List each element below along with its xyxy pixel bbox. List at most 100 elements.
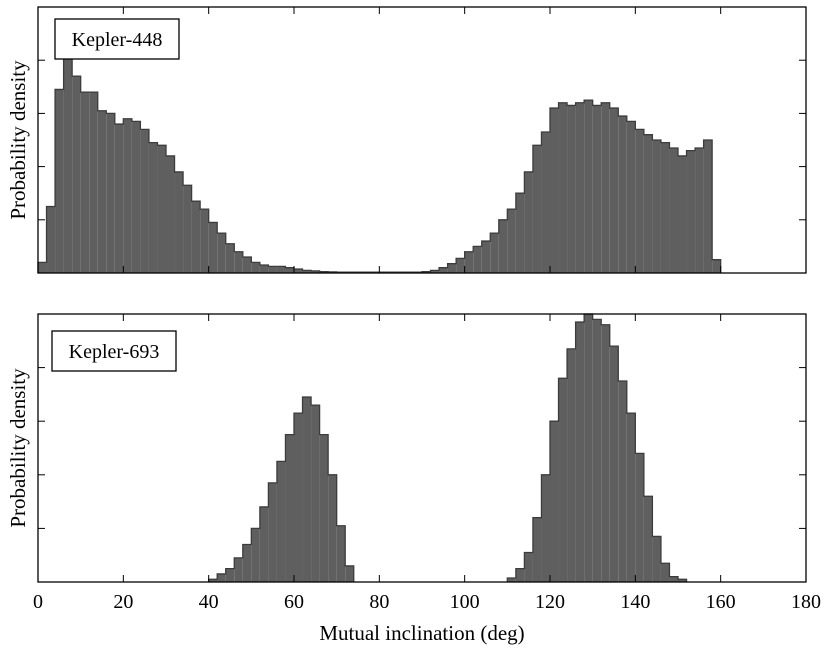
histogram-bar bbox=[242, 257, 252, 273]
histogram-bar bbox=[584, 100, 593, 273]
x-tick-label: 80 bbox=[369, 591, 389, 613]
histogram-bar bbox=[592, 105, 602, 273]
histogram-bar bbox=[251, 262, 260, 273]
histogram-bar bbox=[532, 517, 542, 582]
histogram-bar bbox=[541, 132, 550, 273]
x-tick-label: 60 bbox=[284, 591, 304, 613]
histogram-bar bbox=[208, 579, 218, 582]
histogram-bar bbox=[311, 270, 320, 273]
histogram-bars bbox=[38, 54, 721, 274]
x-tick-label: 20 bbox=[113, 591, 133, 613]
histogram-bar bbox=[422, 271, 431, 273]
histogram-bar bbox=[225, 243, 235, 273]
histogram-bar bbox=[234, 557, 243, 582]
histogram-bar bbox=[592, 319, 602, 582]
x-tick-label: 160 bbox=[706, 591, 736, 613]
histogram-bar bbox=[302, 270, 312, 273]
histogram-bar bbox=[114, 124, 124, 273]
histogram-bar bbox=[80, 92, 90, 274]
histogram-bar bbox=[515, 193, 525, 273]
histogram-bar bbox=[515, 568, 525, 582]
histogram-bar bbox=[669, 147, 678, 273]
histogram-bar bbox=[541, 474, 550, 582]
histogram-bar bbox=[626, 413, 636, 582]
histogram-bar bbox=[618, 381, 627, 582]
histogram-bar bbox=[524, 171, 533, 273]
histogram-bar bbox=[712, 259, 721, 273]
histogram-bar bbox=[336, 525, 346, 582]
histogram-bar bbox=[234, 251, 243, 273]
histogram-bar bbox=[703, 140, 713, 273]
histogram-bar bbox=[635, 453, 644, 582]
panel-label: Kepler-448 bbox=[72, 29, 163, 51]
histogram-bar bbox=[695, 147, 704, 273]
histogram-bar bbox=[558, 378, 568, 582]
histogram-bar bbox=[652, 536, 661, 582]
histogram-bar bbox=[319, 434, 329, 582]
histogram-bar bbox=[490, 233, 499, 273]
histogram-bar bbox=[481, 241, 491, 273]
histogram-bar bbox=[276, 461, 286, 582]
y-axis-label: Probability density bbox=[6, 368, 30, 528]
panel-label-box bbox=[54, 18, 180, 60]
histogram-bar bbox=[285, 267, 294, 273]
x-tick-label: 140 bbox=[620, 591, 650, 613]
histogram-bar bbox=[498, 219, 508, 273]
histogram-bar bbox=[601, 102, 610, 273]
histogram-bar bbox=[456, 258, 465, 273]
histogram-bar bbox=[302, 397, 312, 582]
histogram-bar bbox=[157, 145, 166, 273]
x-tick-label: 120 bbox=[535, 591, 565, 613]
histogram-bar bbox=[268, 482, 277, 582]
histogram-bar bbox=[567, 105, 576, 273]
x-axis-label: Mutual inclination (deg) bbox=[319, 621, 524, 645]
histogram-bars bbox=[208, 314, 687, 582]
histogram-bar bbox=[63, 54, 73, 273]
histogram-bar bbox=[464, 251, 474, 273]
histogram-outline bbox=[37, 54, 722, 273]
histogram-bar bbox=[148, 142, 158, 273]
x-tick-label: 0 bbox=[33, 591, 43, 613]
histogram-bar bbox=[123, 118, 132, 273]
histogram-bar bbox=[532, 145, 542, 273]
histogram-bar bbox=[166, 155, 175, 273]
histogram-bar bbox=[217, 233, 226, 273]
histogram-bar bbox=[46, 206, 56, 273]
x-tick-label: 100 bbox=[450, 591, 480, 613]
histogram-bar bbox=[643, 496, 653, 582]
histogram-bar bbox=[439, 267, 448, 273]
histogram-bar bbox=[660, 563, 670, 582]
histogram-bar bbox=[550, 108, 559, 273]
histogram-bar bbox=[319, 271, 329, 273]
histogram-bar bbox=[106, 113, 115, 274]
plot-frame bbox=[37, 6, 807, 274]
histogram-bar bbox=[200, 209, 209, 273]
histogram-bar bbox=[507, 577, 516, 582]
histogram-bar bbox=[609, 108, 619, 273]
histogram-bar bbox=[72, 76, 81, 273]
histogram-bar bbox=[618, 116, 627, 273]
histogram-bar bbox=[626, 121, 636, 273]
histogram-bar bbox=[328, 474, 337, 582]
histogram-bar bbox=[601, 324, 610, 582]
histogram-bar bbox=[643, 134, 653, 273]
histogram-bar bbox=[678, 155, 687, 273]
panel-label: Kepler-693 bbox=[69, 341, 160, 363]
histogram-bar bbox=[473, 246, 482, 273]
histogram-bar bbox=[669, 576, 678, 582]
histogram-bar bbox=[38, 262, 47, 273]
histogram-bar bbox=[558, 102, 568, 273]
histogram-bar bbox=[217, 573, 226, 582]
histogram-bar bbox=[140, 129, 149, 273]
histogram-bar bbox=[686, 150, 696, 273]
histogram-bar bbox=[524, 552, 533, 582]
histogram-bar bbox=[183, 185, 192, 273]
histogram-bar bbox=[251, 528, 260, 582]
histogram-bar bbox=[294, 269, 303, 273]
histogram-bar bbox=[550, 421, 559, 582]
histogram-bar bbox=[584, 314, 593, 582]
histogram-bar bbox=[447, 263, 457, 273]
histogram-bar bbox=[635, 129, 644, 273]
histogram-bar bbox=[97, 110, 107, 274]
